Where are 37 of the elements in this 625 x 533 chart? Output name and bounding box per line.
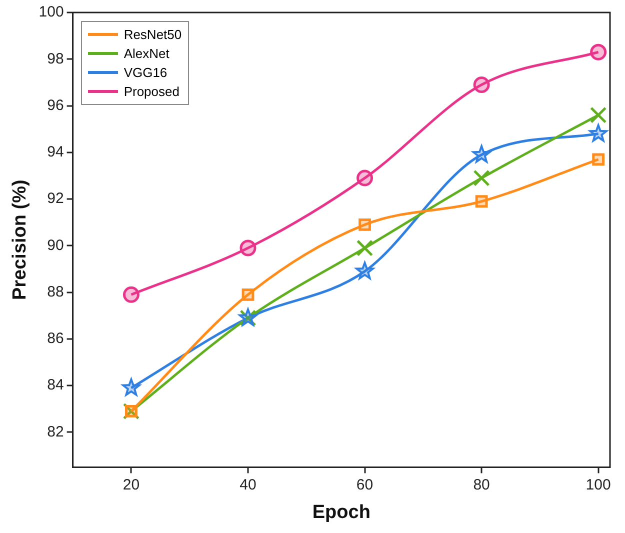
- point: [242, 288, 254, 301]
- y-tick-label: 90: [47, 236, 64, 254]
- point: [356, 170, 374, 186]
- y-tick-label: 94: [47, 144, 64, 161]
- point: [590, 44, 607, 60]
- point: [240, 240, 256, 256]
- x-tick-label: 80: [473, 476, 490, 494]
- legend-label: Proposed: [122, 82, 180, 100]
- y-tick-label: 100: [38, 4, 64, 21]
- y-axis-title: Precision (%): [10, 180, 31, 300]
- point: [472, 145, 491, 163]
- y-tick-label: 84: [47, 376, 64, 394]
- y-tick-label: 86: [47, 330, 64, 348]
- y-tick-label: 98: [47, 50, 64, 68]
- legend-label: ResNet50: [122, 26, 182, 44]
- point: [589, 124, 608, 142]
- y-tick-label: 82: [47, 423, 64, 440]
- point: [475, 195, 488, 208]
- point: [356, 240, 374, 256]
- point: [592, 153, 605, 166]
- point: [473, 76, 490, 94]
- x-axis-title: Epoch: [312, 502, 370, 523]
- y-tick-label: 88: [47, 283, 64, 300]
- legend-label: AlexNet: [122, 44, 170, 62]
- x-tick-label: 40: [240, 476, 256, 494]
- legend-label: VGG16: [122, 64, 168, 82]
- point: [473, 170, 490, 186]
- x-tick-label: 100: [586, 476, 611, 494]
- point: [590, 106, 607, 124]
- y-tick-label: 92: [47, 190, 64, 208]
- point: [122, 378, 140, 396]
- y-tick-label: 96: [47, 96, 64, 114]
- point: [358, 218, 371, 231]
- point: [356, 262, 374, 280]
- x-tick-label: 20: [122, 476, 140, 494]
- x-tick-label: 60: [356, 476, 374, 494]
- point: [122, 286, 140, 303]
